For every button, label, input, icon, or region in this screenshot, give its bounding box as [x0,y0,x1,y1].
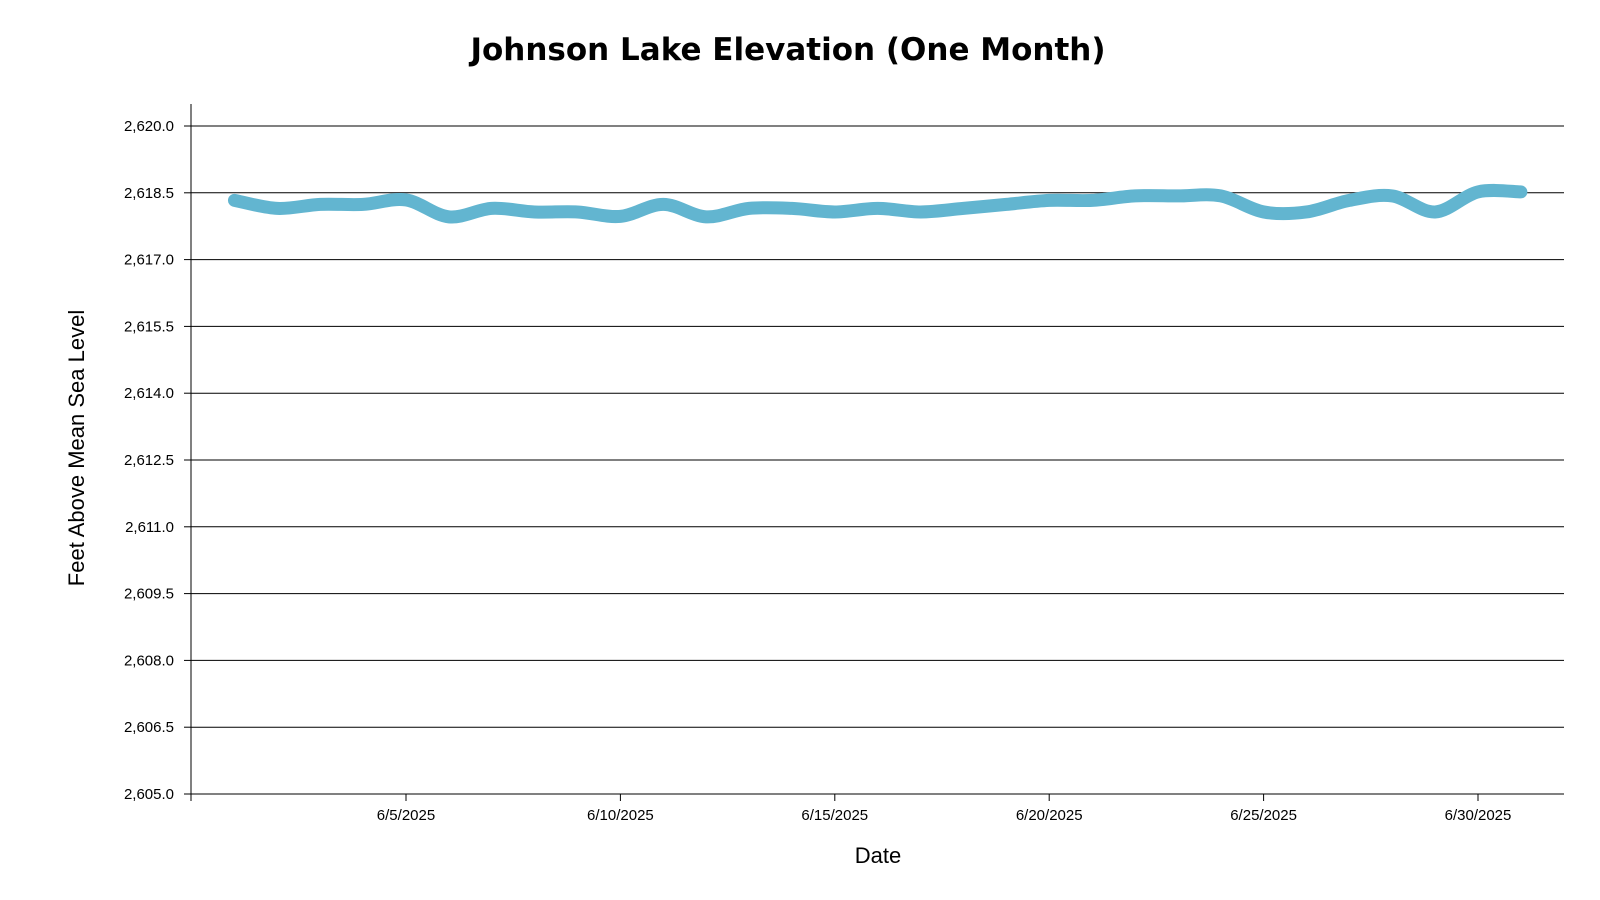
x-tick-label: 6/15/2025 [801,807,868,824]
y-axis-label: Feet Above Mean Sea Level [64,310,89,586]
x-axis-ticks: 6/5/2025 6/10/2025 6/15/2025 6/20/2025 6/25/… [377,794,1512,824]
x-tick-label: 6/20/2025 [1016,807,1083,824]
y-axis-ticks: 2,620.0 2,618.5 2,617.0 2,615.5 2,614.0 2,612… [124,118,191,803]
series-lines [227,183,1528,224]
y-tick-label: 2,611.0 [125,519,174,536]
y-tick-label: 2,618.5 [124,185,174,202]
y-tick-label: 2,617.0 [124,252,174,269]
y-tick-label: 2,605.0 [124,786,174,803]
x-tick-label: 6/10/2025 [587,807,654,824]
x-tick-label: 6/25/2025 [1230,807,1297,824]
x-axis-label: Date [855,843,901,868]
y-tick-label: 2,612.5 [124,452,174,469]
x-tick-label: 6/5/2025 [377,807,435,824]
chart-title: Johnson Lake Elevation (One Month) [468,32,1105,68]
x-tick-label: 6/30/2025 [1445,807,1512,824]
series-line [227,183,1528,224]
y-tick-label: 2,614.0 [124,385,174,402]
grid-lines [191,125,1564,728]
y-tick-label: 2,606.5 [124,719,174,736]
y-tick-label: 2,608.0 [124,652,174,669]
y-tick-label: 2,620.0 [124,118,174,135]
y-tick-label: 2,615.5 [124,318,174,335]
y-tick-label: 2,609.5 [124,586,174,603]
